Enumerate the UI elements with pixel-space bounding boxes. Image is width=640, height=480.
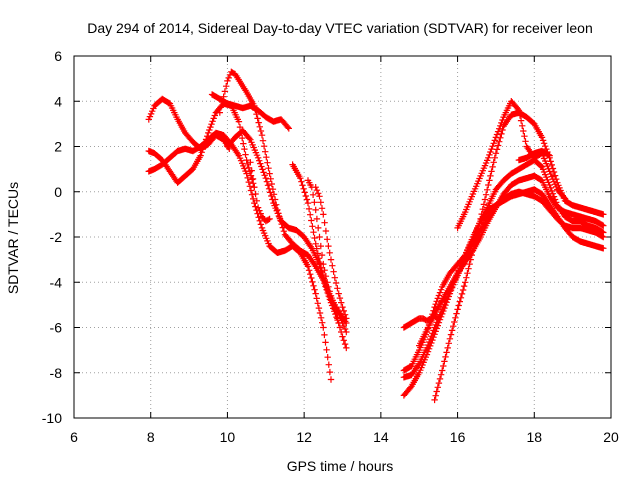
data-series-s18 — [515, 147, 553, 164]
data-points-s16 — [400, 313, 442, 331]
data-series-s14 — [416, 172, 607, 349]
data-points-s14 — [416, 172, 607, 349]
data-series-s16 — [400, 313, 442, 331]
y-tick-label: -2 — [50, 229, 63, 245]
y-tick-label: 6 — [54, 48, 62, 64]
x-tick-label: 16 — [450, 429, 466, 445]
x-tick-label: 8 — [147, 429, 155, 445]
x-tick-label: 6 — [70, 429, 78, 445]
data-points-s18 — [515, 147, 553, 164]
x-axis-label: GPS time / hours — [287, 458, 394, 474]
y-tick-label: -4 — [50, 274, 63, 290]
tick-layer: 6 8 10 12 14 16 18 20 -10 -8 -6 -4 -2 0 2 4 6 — [42, 48, 619, 445]
y-tick-label: 4 — [54, 93, 62, 109]
data-series-s10 — [312, 184, 350, 322]
y-tick-label: 0 — [54, 184, 62, 200]
y-tick-label: -10 — [42, 410, 62, 426]
x-tick-label: 10 — [220, 429, 236, 445]
x-tick-label: 12 — [296, 429, 312, 445]
y-tick-label: -6 — [50, 320, 63, 336]
marks-layer — [145, 68, 607, 404]
data-points-s7 — [247, 159, 273, 225]
x-tick-label: 18 — [526, 429, 542, 445]
y-tick-label: -8 — [50, 365, 63, 381]
data-series-s7 — [247, 159, 273, 225]
data-points-s9 — [304, 177, 350, 352]
data-points-s10 — [312, 184, 350, 322]
y-axis-label: SDTVAR / TECUs — [5, 182, 21, 294]
x-tick-label: 20 — [603, 429, 619, 445]
y-tick-label: 2 — [54, 139, 62, 155]
x-tick-label: 14 — [373, 429, 389, 445]
data-series-s9 — [304, 177, 350, 352]
chart-title: Day 294 of 2014, Sidereal Day-to-day VTE… — [87, 20, 593, 36]
